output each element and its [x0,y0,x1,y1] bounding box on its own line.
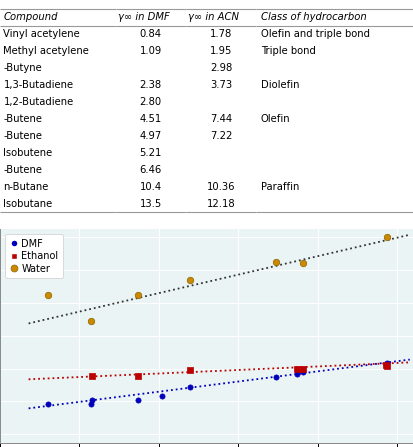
Point [383,359,390,367]
Point [383,361,389,368]
Point [134,372,141,380]
Point [159,392,165,400]
Point [294,365,301,372]
Point [186,383,193,390]
Point [383,363,390,370]
Point [88,396,95,404]
Point [299,260,306,267]
Point [45,401,52,408]
Point [299,366,306,373]
Point [88,372,95,380]
Point [186,367,193,374]
Point [272,258,279,266]
Point [272,373,279,380]
Point [186,276,193,283]
Point [383,361,389,368]
Point [134,397,141,404]
Point [88,317,95,325]
Point [383,234,390,241]
Point [134,291,141,298]
Point [299,368,306,375]
Legend: DMF, Ethanol, Water: DMF, Ethanol, Water [5,234,63,278]
Point [88,401,95,408]
Point [294,371,301,378]
Point [45,291,52,298]
